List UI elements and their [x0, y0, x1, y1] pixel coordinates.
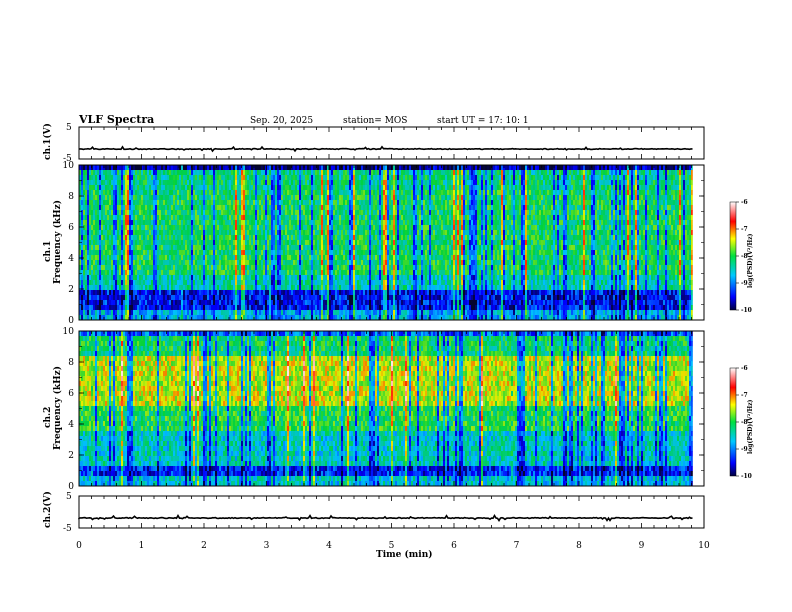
start-time-label: start UT = 17: 10: 1 [437, 116, 529, 126]
freq-tick-label: 4 [68, 420, 74, 430]
ch1-spec-ylabel-2: Frequency (kHz) [52, 200, 63, 284]
colorbar-tick-label: -7 [741, 392, 748, 399]
ch2-ytick-bottom: -5 [63, 524, 72, 534]
x-tick-label: 0 [76, 541, 82, 551]
freq-tick-label: 2 [68, 451, 74, 461]
ch1-colorbar-label: log(PSD)(V²/Hz) [747, 233, 754, 288]
ch2-spectrogram-image [79, 331, 693, 486]
ch2-colorbar-label: log(PSD)(V²/Hz) [747, 399, 754, 454]
x-tick-label: 7 [514, 541, 520, 551]
vlf-figure: VLF Spectra Sep. 20, 2025 station= MOS s… [0, 0, 792, 612]
freq-tick-label: 4 [68, 254, 74, 264]
colorbar-tick-label: -10 [741, 307, 752, 314]
x-tick-label: 2 [201, 541, 207, 551]
colorbar-tick-label: -6 [741, 199, 748, 206]
x-tick-label: 9 [639, 541, 645, 551]
colorbar-tick-label: -6 [741, 365, 748, 372]
ch2-ytick-top: 5 [66, 492, 72, 502]
station-label: station= MOS [343, 116, 407, 126]
x-tick-label: 4 [326, 541, 332, 551]
ch1-spectrogram-image [79, 165, 693, 320]
ch2-voltage-ylabel: ch.2(V) [42, 491, 53, 528]
colorbar-tick-label: -7 [741, 226, 748, 233]
ch1-voltage-ylabel: ch.1(V) [42, 123, 53, 160]
ch1-ytick-top: 5 [66, 123, 72, 133]
freq-tick-label: 6 [68, 389, 74, 399]
date-label: Sep. 20, 2025 [250, 116, 313, 126]
x-tick-label: 8 [576, 541, 582, 551]
ch2-voltage-panel: 5 -5 ch.2(V) [42, 491, 704, 534]
freq-tick-label: 8 [68, 358, 74, 368]
ch2-spec-ylabel-1: ch.2 [43, 407, 53, 428]
colorbar-tick-label: -10 [741, 473, 752, 480]
freq-tick-label: 10 [63, 161, 75, 171]
x-tick-label: 10 [698, 541, 710, 551]
figure-title: VLF Spectra [78, 113, 154, 126]
freq-tick-label: 0 [68, 316, 74, 326]
x-tick-label: 6 [451, 541, 457, 551]
ch1-spec-ylabel-1: ch.1 [43, 241, 53, 262]
ch2-colorbar [730, 368, 736, 476]
x-tick-label: 3 [264, 541, 270, 551]
ch2-spec-ylabel-2: Frequency (kHz) [52, 366, 63, 450]
freq-tick-label: 2 [68, 285, 74, 295]
freq-tick-label: 0 [68, 482, 74, 492]
freq-tick-label: 6 [68, 223, 74, 233]
freq-tick-label: 10 [63, 327, 75, 337]
x-axis-label: Time (min) [376, 549, 433, 560]
freq-tick-label: 8 [68, 192, 74, 202]
ch1-colorbar [730, 202, 736, 310]
ch1-voltage-panel: 5 -5 ch.1(V) [42, 123, 704, 164]
x-tick-label: 1 [139, 541, 145, 551]
